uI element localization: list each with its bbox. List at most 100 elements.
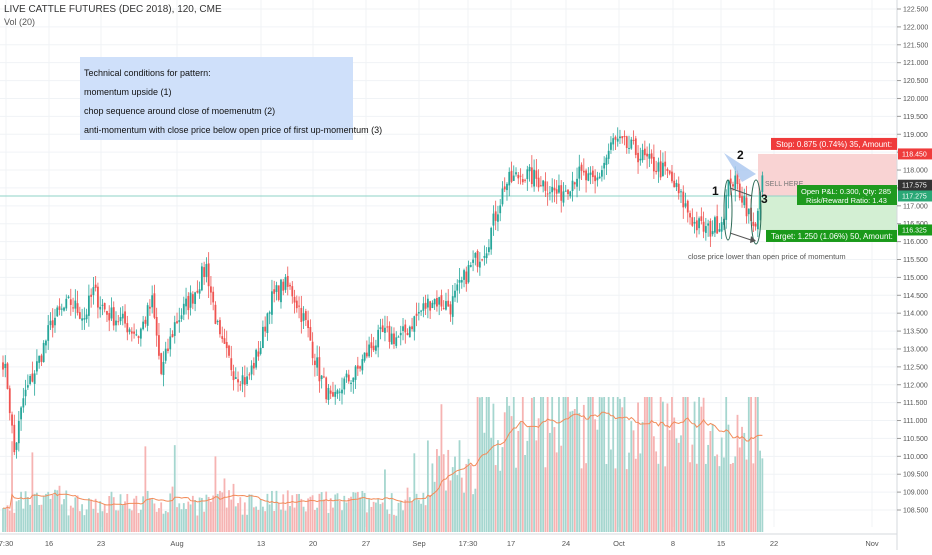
volume-bar [26,497,29,532]
volume-bar [598,397,601,532]
volume-indicator-label[interactable]: Vol (20) [4,17,36,27]
candle-body [655,170,658,173]
close-note-label: close price lower than open price of mom… [688,252,846,261]
volume-bar [689,462,691,532]
volume-bar [151,499,154,532]
volume-bar [745,459,748,532]
candle-body [146,305,149,326]
volume-bar [630,421,633,532]
candle-body [121,313,124,319]
candle-body [553,187,556,191]
candle-body [298,305,300,307]
volume-bar [51,494,54,532]
open-pnl-label: Open P&L: 0.300, Qty: 285 [801,187,891,196]
candle-body [388,325,391,342]
price-tick-label: 111.000 [903,418,927,425]
volume-bar [17,500,20,532]
candle-body [564,190,567,192]
candle-body [492,213,495,226]
volume-bar [424,505,427,532]
volume-bar [671,397,673,532]
candle-body [693,221,696,224]
volume-bar [472,494,474,532]
volume-bar [490,437,493,532]
candle-body [702,221,705,232]
volume-bar [666,403,669,532]
candle-body [65,298,68,309]
volume-bar [377,498,380,532]
candle-body [13,424,16,453]
candle-body [176,321,178,324]
candle-body [295,300,298,309]
volume-bar [682,397,685,532]
note-heading: Technical conditions for pattern: [84,68,211,78]
candle-body [173,322,176,336]
candle-body [759,191,761,210]
volume-bar [573,409,576,532]
target-label-bg [766,229,897,242]
candle-body [490,227,493,250]
pattern-note-box[interactable]: Technical conditions for pattern: moment… [80,57,382,140]
volume-bar [182,503,185,532]
volume-bar [228,490,230,532]
price-tick-label: 117.000 [903,203,928,210]
volume-bar [732,462,734,532]
candle-body [22,398,25,408]
candle-body [149,306,151,309]
candle-body [404,324,407,333]
volume-bar [546,397,549,532]
volume-bar [304,511,307,532]
chart-title: LIVE CATTLE FUTURES (DEC 2018), 120, CME [4,4,222,15]
volume-bar [549,432,551,532]
candle-body [320,375,323,380]
volume-bar [659,397,662,532]
candle-body [646,153,648,157]
candle-body [481,259,484,261]
candle-body [185,298,187,307]
candle-body [580,164,583,171]
volume-bar [634,458,637,532]
candle-body [38,355,41,363]
volume-bar [673,417,676,532]
candle-body [307,320,309,329]
volume-bar [404,499,407,532]
candle-body [155,317,158,336]
time-tick-label: 17 [507,539,515,548]
volume-bar [759,450,761,532]
volume-bar [544,467,547,532]
candle-body [225,342,228,349]
volume-bar [483,432,486,532]
candle-body [438,297,441,305]
momentum-ellipse [723,179,733,241]
candle-body [596,177,599,181]
volume-bar [375,502,377,532]
candle-body [198,289,201,294]
candle-body [413,316,416,332]
candle-body [78,312,81,319]
candle-body [691,217,694,226]
candle-body [212,291,215,303]
candle-body [503,186,506,190]
volume-bar [336,493,339,532]
volume-bar [702,397,705,532]
volume-bar [711,423,714,532]
candle-body [255,349,258,368]
volume-bar [677,442,680,532]
volume-bar [727,424,730,532]
volume-bar [203,511,206,532]
volume-bar [662,401,664,532]
volume-bar [368,498,371,532]
candle-body [558,185,560,193]
volume-bar [139,509,142,532]
volume-bar [585,463,587,532]
candle-body [686,200,689,213]
volume-bar [72,507,74,532]
volume-bar [578,412,581,532]
volume-bar [723,457,725,532]
volume-bar [103,504,106,532]
candle-body [277,285,280,300]
volume-bar [223,478,226,532]
candle-body [483,256,486,258]
